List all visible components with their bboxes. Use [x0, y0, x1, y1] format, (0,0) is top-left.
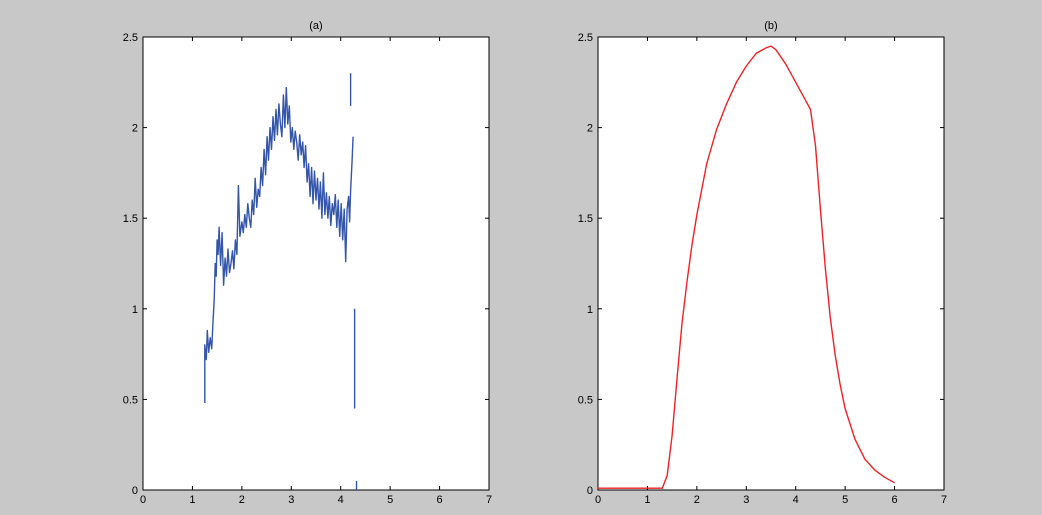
chart-b-y-tick-label: 1	[587, 304, 593, 316]
chart-a-x-tick-label: 1	[189, 494, 195, 506]
chart-a-y-tick-label: 1	[132, 304, 138, 316]
chart-a-x-tick-label: 6	[437, 494, 443, 506]
chart-a-y-tick-label: 0	[132, 485, 138, 497]
chart-a-x-tick-label: 4	[338, 494, 344, 506]
chart-b-series-line-segment	[598, 45, 895, 489]
chart-b-y-tick-label: 2.5	[578, 32, 593, 44]
chart-a-x-tick-label: 5	[387, 494, 393, 506]
chart-b-y-tick-label: 0	[587, 485, 593, 497]
chart-b-x-tick-label: 6	[892, 494, 898, 506]
chart-b-x-tick-label: 2	[694, 494, 700, 506]
chart-b-y-tick-label: 2	[587, 123, 593, 135]
chart-b-x-tick-label: 0	[595, 494, 601, 506]
chart-b-x-tick-label: 3	[743, 494, 749, 506]
chart-a-y-tick-label: 2	[132, 123, 138, 135]
chart-b-axes-box	[597, 36, 945, 491]
chart-b-x-tick-label: 7	[941, 494, 947, 506]
chart-a-title: (a)	[309, 20, 322, 32]
chart-a-axes-box	[142, 36, 490, 491]
chart-b-y-tick-label: 0.5	[578, 394, 593, 406]
chart-b-title: (b)	[764, 20, 777, 32]
chart-a-y-tick-label: 0.5	[123, 394, 138, 406]
chart-a-x-tick-label: 7	[486, 494, 492, 506]
chart-b-y-tick-label: 1.5	[578, 213, 593, 225]
chart-panel-b: (b) 0 1 2 3 4 5 6 7 0 0.5 1 1.5 2 2.5	[578, 20, 947, 506]
chart-b-x-tick-label: 1	[644, 494, 650, 506]
chart-b-x-tick-label: 5	[842, 494, 848, 506]
chart-a-x-tick-label: 0	[140, 494, 146, 506]
chart-a-y-tick-label: 2.5	[123, 32, 138, 44]
chart-panel-a: (a) 0 1 2 3 4 5 6 7 0 0.5 1 1.5 2 2.5	[123, 20, 492, 506]
chart-a-series-line-segment	[204, 86, 354, 403]
chart-b-x-tick-label: 4	[793, 494, 799, 506]
chart-a-x-tick-label: 3	[288, 494, 294, 506]
chart-a-x-tick-label: 2	[239, 494, 245, 506]
chart-a-y-tick-label: 1.5	[123, 213, 138, 225]
